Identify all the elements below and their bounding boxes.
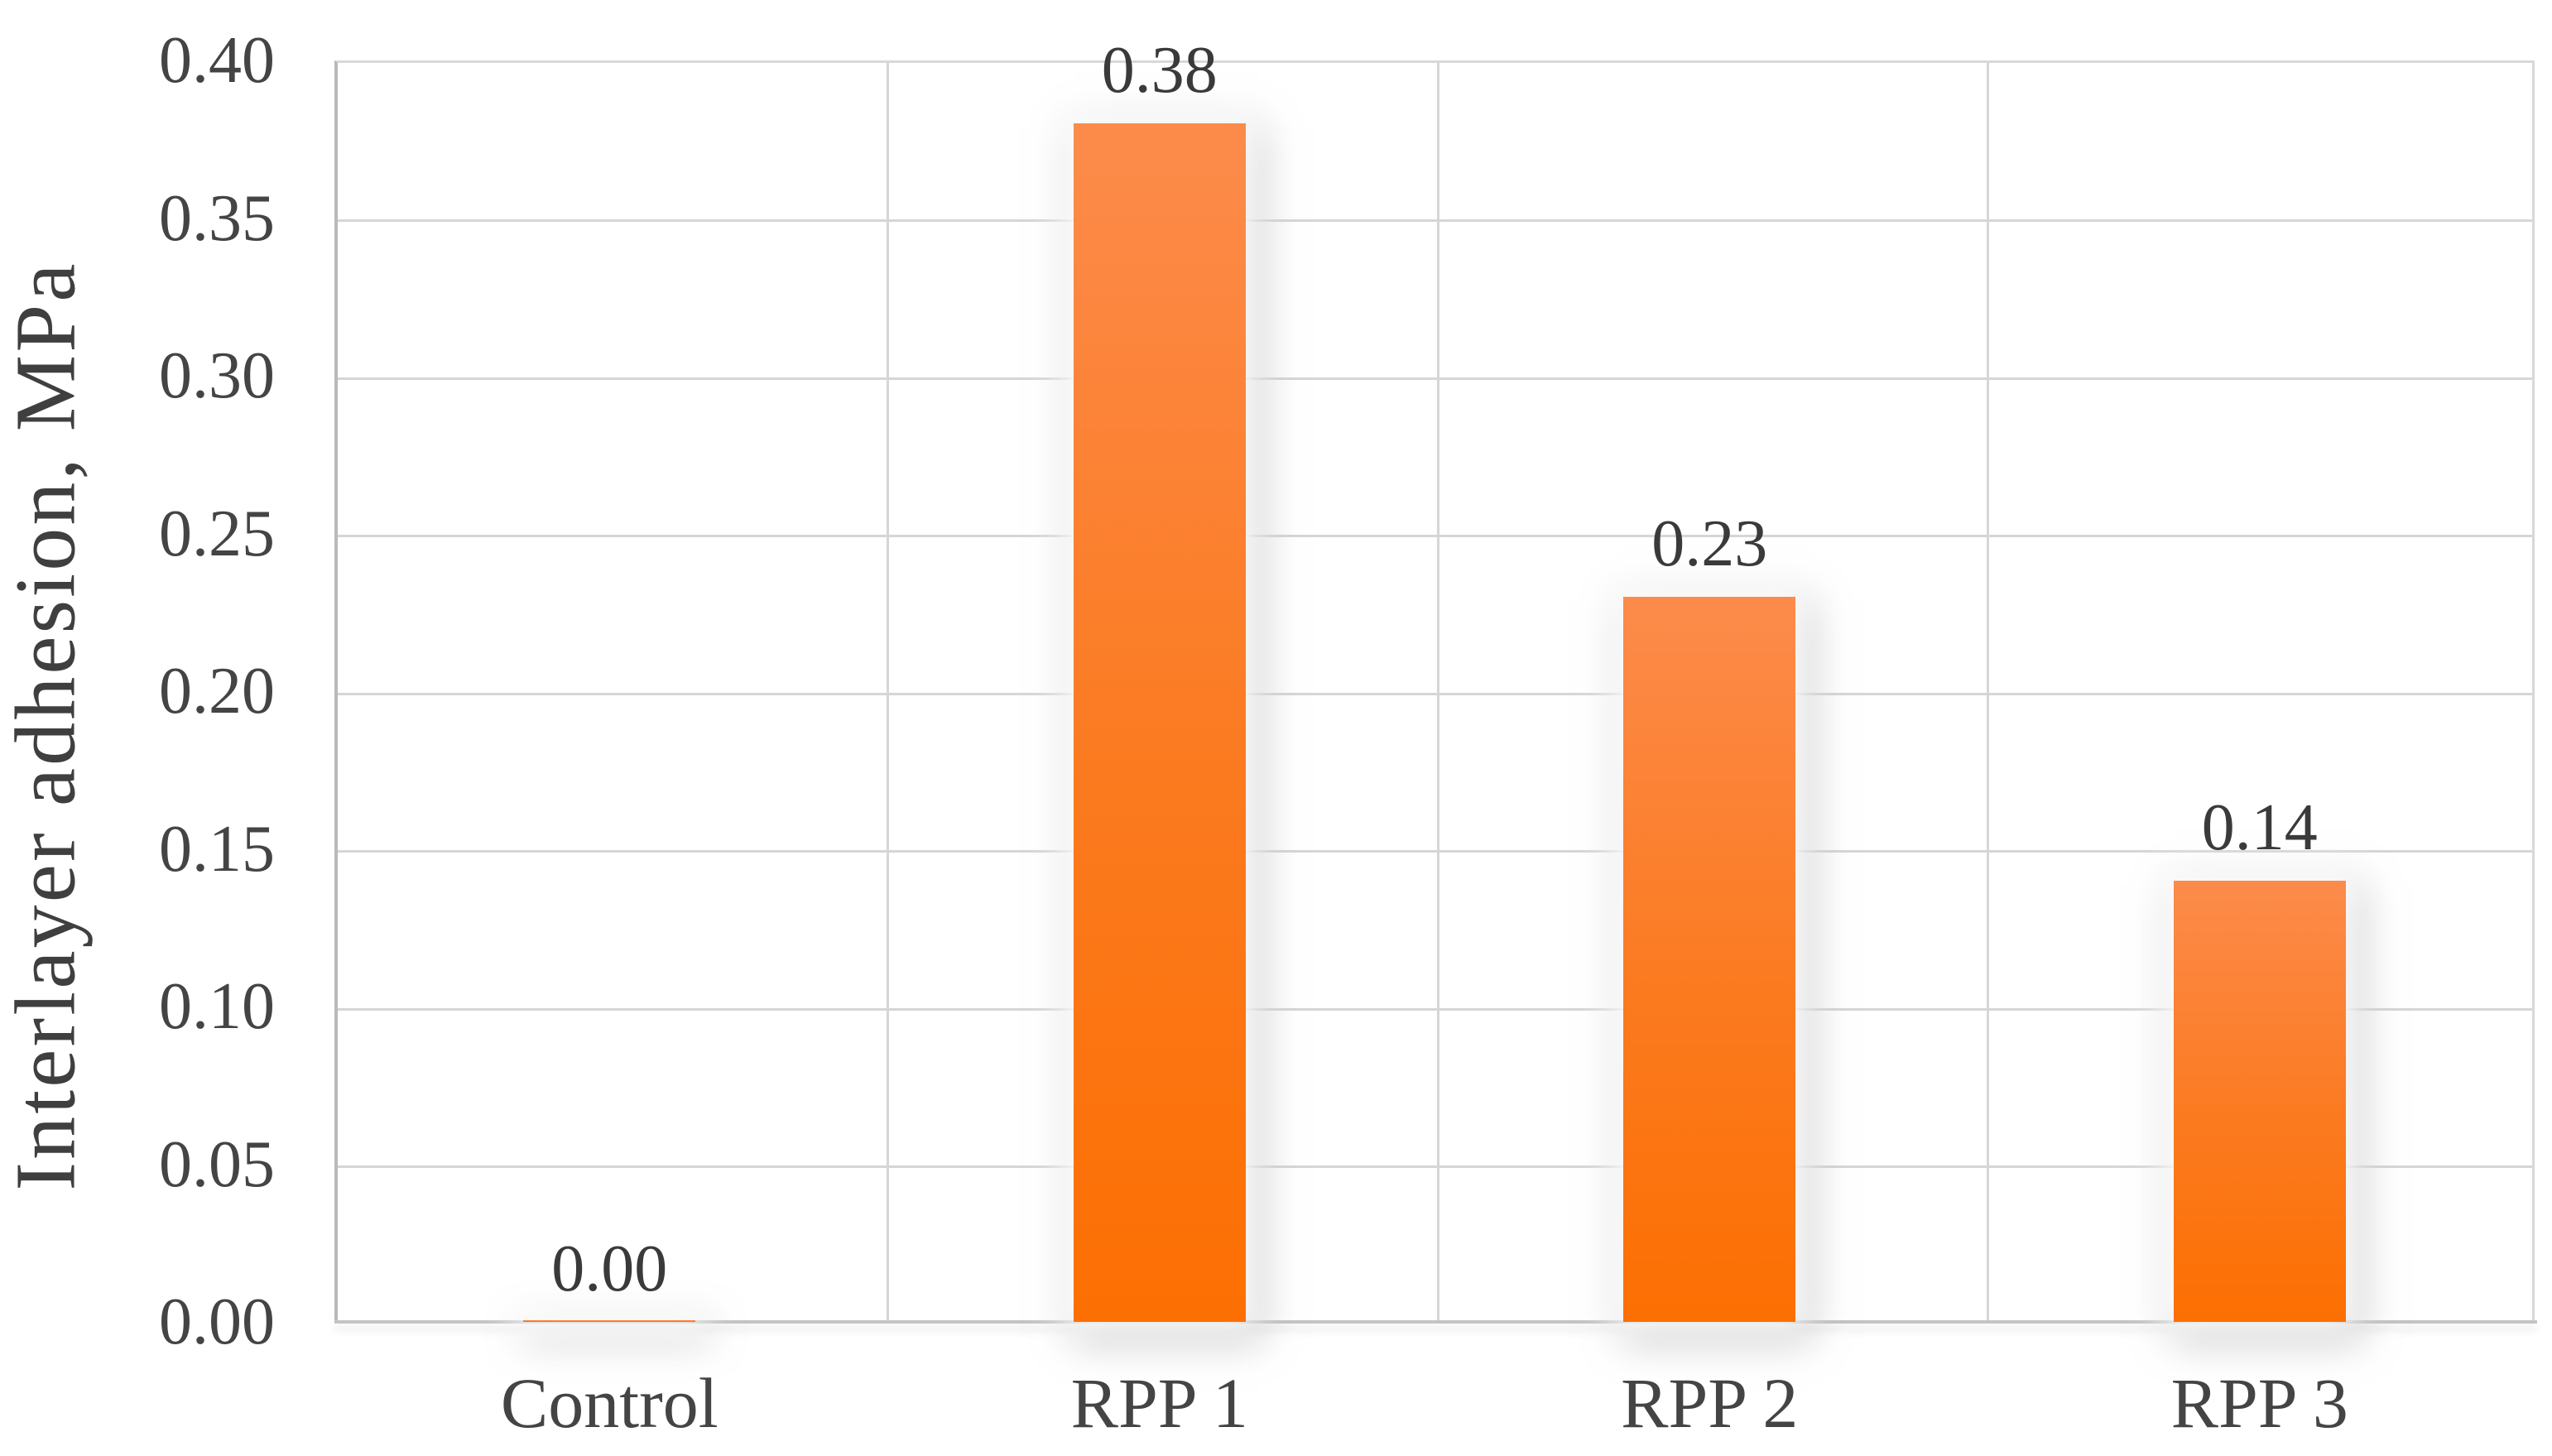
horizontal-gridline [338,1165,2532,1168]
bar [523,1320,696,1322]
bar [1073,123,1246,1322]
horizontal-gridline [338,219,2532,222]
plot-area [334,60,2535,1322]
y-tick-label: 0.00 [159,1285,275,1358]
x-axis-line [334,1320,2537,1324]
horizontal-gridline [338,377,2532,380]
y-tick-label: 0.35 [159,181,275,255]
y-tick-label: 0.10 [159,970,275,1043]
y-tick-label: 0.40 [159,24,275,97]
y-tick-label: 0.30 [159,339,275,412]
x-category-label: RPP 2 [1621,1363,1799,1443]
vertical-gridline [1987,63,1989,1322]
bar-value-label: 0.38 [1101,34,1218,108]
y-tick-label: 0.25 [159,497,275,570]
vertical-gridline [887,63,889,1322]
bar [2173,880,2346,1322]
bar-value-label: 0.23 [1651,507,1768,580]
y-tick-label: 0.05 [159,1127,275,1201]
bar-value-label: 0.00 [551,1233,668,1305]
x-category-label: RPP 1 [1070,1363,1248,1443]
horizontal-gridline [338,535,2532,537]
y-tick-label: 0.20 [159,655,275,728]
y-tick-label: 0.15 [159,812,275,886]
x-category-label: RPP 3 [2170,1363,2348,1443]
vertical-gridline [1436,63,1439,1322]
bar [1623,596,1796,1322]
horizontal-gridline [338,692,2532,695]
x-category-label: Control [500,1363,719,1443]
horizontal-gridline [338,850,2532,853]
bar-value-label: 0.14 [2201,790,2318,864]
horizontal-gridline [338,1007,2532,1011]
